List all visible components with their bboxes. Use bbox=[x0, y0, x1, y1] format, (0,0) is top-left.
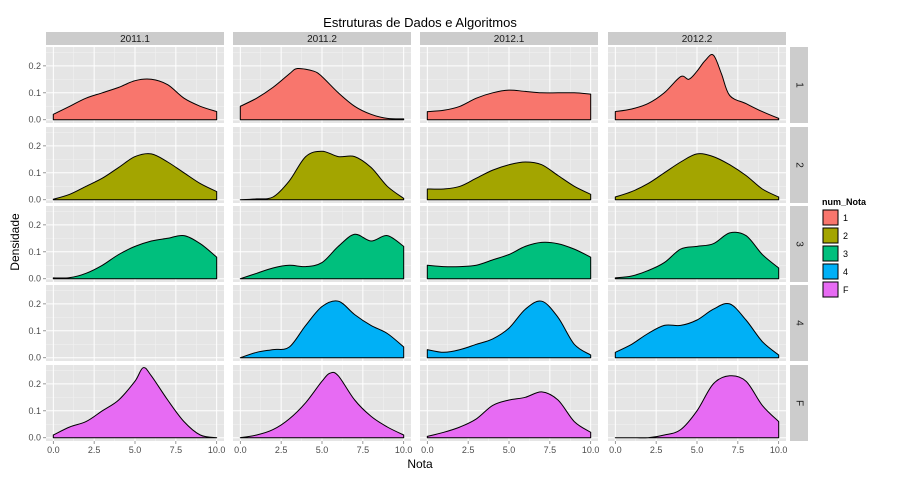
density-area-3-2011.1 bbox=[52, 234, 218, 280]
column-strip bbox=[233, 32, 411, 45]
legend-swatch-1 bbox=[822, 209, 839, 226]
density-area-3-2012.1 bbox=[426, 241, 592, 280]
x-tick-label: 7.5 bbox=[732, 445, 745, 455]
row-strip-label: 3 bbox=[793, 241, 804, 247]
y-axis-title: Densidade bbox=[8, 213, 22, 271]
x-tick-label: 0.0 bbox=[609, 445, 622, 455]
x-tick-label: 2.5 bbox=[650, 445, 663, 455]
x-tick-label: 0.0 bbox=[421, 445, 434, 455]
x-tick-label: 10.0 bbox=[208, 445, 226, 455]
y-tick-label: 0.2 bbox=[28, 141, 41, 151]
y-tick-label: 0.1 bbox=[28, 247, 41, 257]
y-tick-label: 0.1 bbox=[28, 406, 41, 416]
y-tick-label: 0.0 bbox=[28, 274, 41, 284]
density-area-1-2011.2 bbox=[239, 67, 405, 121]
legend-swatch-F bbox=[822, 281, 839, 298]
y-tick-label: 0.2 bbox=[28, 299, 41, 309]
legend-swatch-2 bbox=[822, 227, 839, 244]
y-tick-label: 0.0 bbox=[28, 195, 41, 205]
row-strip bbox=[790, 365, 808, 441]
column-strip-label: 2011.1 bbox=[120, 34, 150, 45]
x-tick-label: 10.0 bbox=[582, 445, 600, 455]
row-strip-label: 4 bbox=[793, 320, 804, 326]
x-tick-label: 2.5 bbox=[462, 445, 475, 455]
legend-swatch-3 bbox=[822, 245, 839, 262]
column-strip-label: 2012.2 bbox=[682, 34, 713, 45]
y-tick-label: 0.1 bbox=[28, 168, 41, 178]
column-strip bbox=[420, 32, 598, 45]
row-strip-label: 1 bbox=[793, 82, 804, 88]
legend: num_Nota 1 2 3 4 F bbox=[821, 197, 867, 299]
row-strip bbox=[790, 47, 808, 123]
legend-label: 2 bbox=[843, 231, 848, 241]
column-strip-label: 2012.1 bbox=[494, 34, 525, 45]
density-area-4-2012.2 bbox=[614, 303, 780, 359]
density-area-1-2012.2 bbox=[614, 54, 780, 121]
x-tick-label: 7.5 bbox=[357, 445, 370, 455]
density-area-F-2012.2 bbox=[614, 375, 780, 439]
row-strip-label: 2 bbox=[793, 162, 804, 168]
density-area-2-2011.2 bbox=[239, 150, 405, 201]
legend-label: 1 bbox=[843, 213, 848, 223]
y-tick-label: 0.0 bbox=[28, 353, 41, 363]
x-tick-label: 0.0 bbox=[234, 445, 247, 455]
density-area-F-2012.1 bbox=[426, 391, 592, 439]
legend-label: F bbox=[843, 285, 849, 295]
x-tick-label: 0.0 bbox=[47, 445, 60, 455]
x-tick-label: 7.5 bbox=[544, 445, 557, 455]
density-area-F-2011.2 bbox=[239, 371, 405, 439]
legend-swatch-4 bbox=[822, 263, 839, 280]
y-tick-label: 0.0 bbox=[28, 115, 41, 125]
x-tick-label: 7.5 bbox=[170, 445, 183, 455]
x-tick-label: 5.0 bbox=[316, 445, 329, 455]
y-tick-label: 0.1 bbox=[28, 326, 41, 336]
y-tick-label: 0.2 bbox=[28, 379, 41, 389]
facet-grid: 2011.1 2011.2 2012.1 2012.2 1 2 3 4 F 0.0 0.1 0.2 0.… bbox=[28, 32, 808, 455]
column-strip bbox=[608, 32, 786, 45]
legend-label: 3 bbox=[843, 249, 848, 259]
x-tick-label: 10.0 bbox=[395, 445, 413, 455]
row-strip bbox=[790, 206, 808, 282]
density-area-1-2011.1 bbox=[52, 78, 218, 121]
column-strip-label: 2011.2 bbox=[307, 34, 337, 45]
density-area-F-2011.1 bbox=[52, 367, 218, 439]
column-strip bbox=[46, 32, 224, 45]
density-area-3-2012.2 bbox=[614, 231, 780, 280]
density-area-2-2012.1 bbox=[426, 161, 592, 201]
density-area-2-2012.2 bbox=[614, 153, 780, 201]
x-tick-label: 10.0 bbox=[770, 445, 788, 455]
density-area-4-2011.2 bbox=[239, 300, 405, 359]
x-axis-title: Nota bbox=[407, 457, 433, 471]
legend-label: 4 bbox=[843, 267, 848, 277]
x-tick-label: 5.0 bbox=[503, 445, 516, 455]
legend-title: num_Nota bbox=[822, 197, 867, 207]
x-tick-label: 2.5 bbox=[275, 445, 288, 455]
x-tick-label: 5.0 bbox=[691, 445, 704, 455]
density-area-3-2011.2 bbox=[239, 233, 405, 280]
row-strip bbox=[790, 127, 808, 203]
row-strip bbox=[790, 285, 808, 361]
y-tick-label: 0.1 bbox=[28, 88, 41, 98]
y-tick-label: 0.2 bbox=[28, 220, 41, 230]
y-tick-label: 0.0 bbox=[28, 433, 41, 443]
density-area-1-2012.1 bbox=[426, 89, 592, 121]
chart-title: Estruturas de Dados e Algoritmos bbox=[323, 15, 517, 30]
density-area-4-2012.1 bbox=[426, 300, 592, 359]
x-tick-label: 5.0 bbox=[129, 445, 142, 455]
row-strip-label: F bbox=[793, 400, 804, 406]
y-tick-label: 0.2 bbox=[28, 61, 41, 71]
density-area-2-2011.1 bbox=[52, 153, 218, 201]
x-tick-label: 2.5 bbox=[88, 445, 101, 455]
